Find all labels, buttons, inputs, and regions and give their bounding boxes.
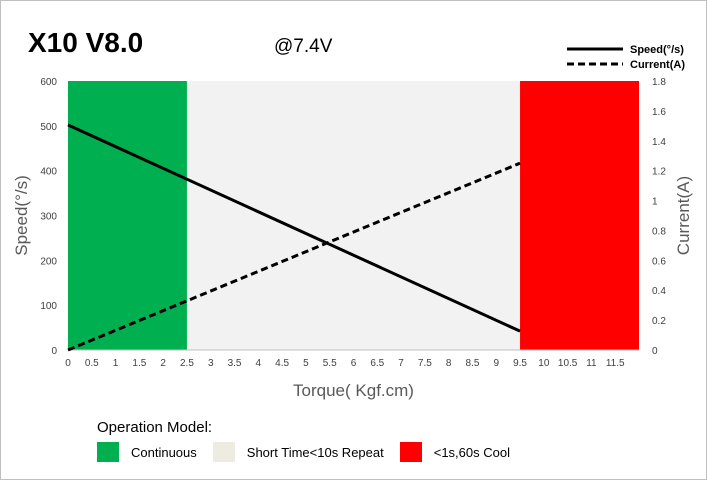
y2-tick-label: 0.2 [652,316,666,327]
x-tick-label: 1 [113,358,119,369]
y-tick-label: 400 [40,167,57,178]
op-swatch-short-time [212,442,235,462]
x-tick-label: 1.5 [132,358,146,369]
x-tick-label: 11.5 [606,358,625,369]
x-tick-label: 4 [256,358,262,369]
x-tick-label: 4.5 [275,358,289,369]
x-tick-label: 0.5 [85,358,99,369]
y-tick-label: 0 [51,346,57,357]
series [67,123,521,352]
series-legend: Speed(°/s) Current(A) [567,44,685,71]
y-tick-label: 600 [40,77,57,88]
op-swatch-cool [399,442,422,462]
x-tick-label: 10 [538,358,550,369]
x-tick-label: 2.5 [180,358,194,369]
operation-model-title: Operation Model: [97,419,213,436]
y-axis-title: Speed(°/s) [12,175,31,256]
axes: 0 0.5 1 1.5 2 2.5 3 3.5 4 4.5 5 5.5 6 6.5 7 7.5 8 8.5 9 9.5… [12,77,693,400]
y2-tick-label: 0.4 [652,286,666,297]
y2-tick-label: 1.6 [652,107,666,118]
y2-tick-label: 1 [652,197,658,208]
y2-tick-label: 1.4 [652,137,666,148]
y-tick-label: 300 [40,212,57,223]
y-tick-label: 500 [40,122,57,133]
y2-tick-label: 0.8 [652,226,666,237]
op-item-short-time: Short Time<10s Repeat [212,442,384,462]
x-tick-label: 8.5 [466,358,480,369]
series-line-current-a [67,161,521,352]
x-tick-label: 7 [398,358,404,369]
x-tick-label: 9 [493,358,499,369]
op-label-continuous: Continuous [131,444,197,460]
y2-tick-label: 0 [652,346,658,357]
y2-tick-label: 1.2 [652,167,666,178]
series-line-speed-s [67,123,521,333]
chart-subtitle: @7.4V [274,36,333,57]
y-tick-label: 100 [40,301,57,312]
op-item-cool: <1s,60s Cool [399,442,510,462]
legend-label-speed-s: Speed(°/s) [630,44,684,56]
y-tick-label: 200 [40,256,57,267]
x-tick-label: 11 [586,358,597,369]
y2-tick-label: 1.8 [652,77,666,88]
x-tick-label: 3 [208,358,214,369]
x-tick-label: 10.5 [558,358,578,369]
y2-tick-label: 0.6 [652,256,666,267]
operation-model-items: Continuous Short Time<10s Repeat <1s,60s… [97,442,526,462]
x-tick-label: 3.5 [228,358,242,369]
x-tick-label: 5.5 [323,358,337,369]
operation-regions [68,81,639,350]
op-swatch-continuous [97,442,119,462]
operation-model-legend: Operation Model: Continuous Short Time<1… [97,419,526,462]
x-tick-label: 7.5 [418,358,432,369]
x-tick-label: 0 [65,358,71,369]
x-axis-title: Torque( Kgf.cm) [293,381,414,400]
region-continuous [68,81,187,350]
x-tick-label: 5 [303,358,309,369]
region-1s-60s-cool [520,81,639,350]
y2-axis-title: Current(A) [674,176,693,255]
op-label-short-time: Short Time<10s Repeat [246,444,384,460]
x-tick-label: 8 [446,358,452,369]
op-item-continuous: Continuous [97,442,197,462]
x-tick-label: 2 [160,358,166,369]
legend-label-current-a: Current(A) [630,59,685,71]
x-tick-label: 6 [351,358,357,369]
x-tick-label: 9.5 [513,358,527,369]
chart-title: X10 V8.0 [28,27,143,58]
op-label-cool: <1s,60s Cool [433,444,510,460]
x-tick-label: 6.5 [370,358,384,369]
